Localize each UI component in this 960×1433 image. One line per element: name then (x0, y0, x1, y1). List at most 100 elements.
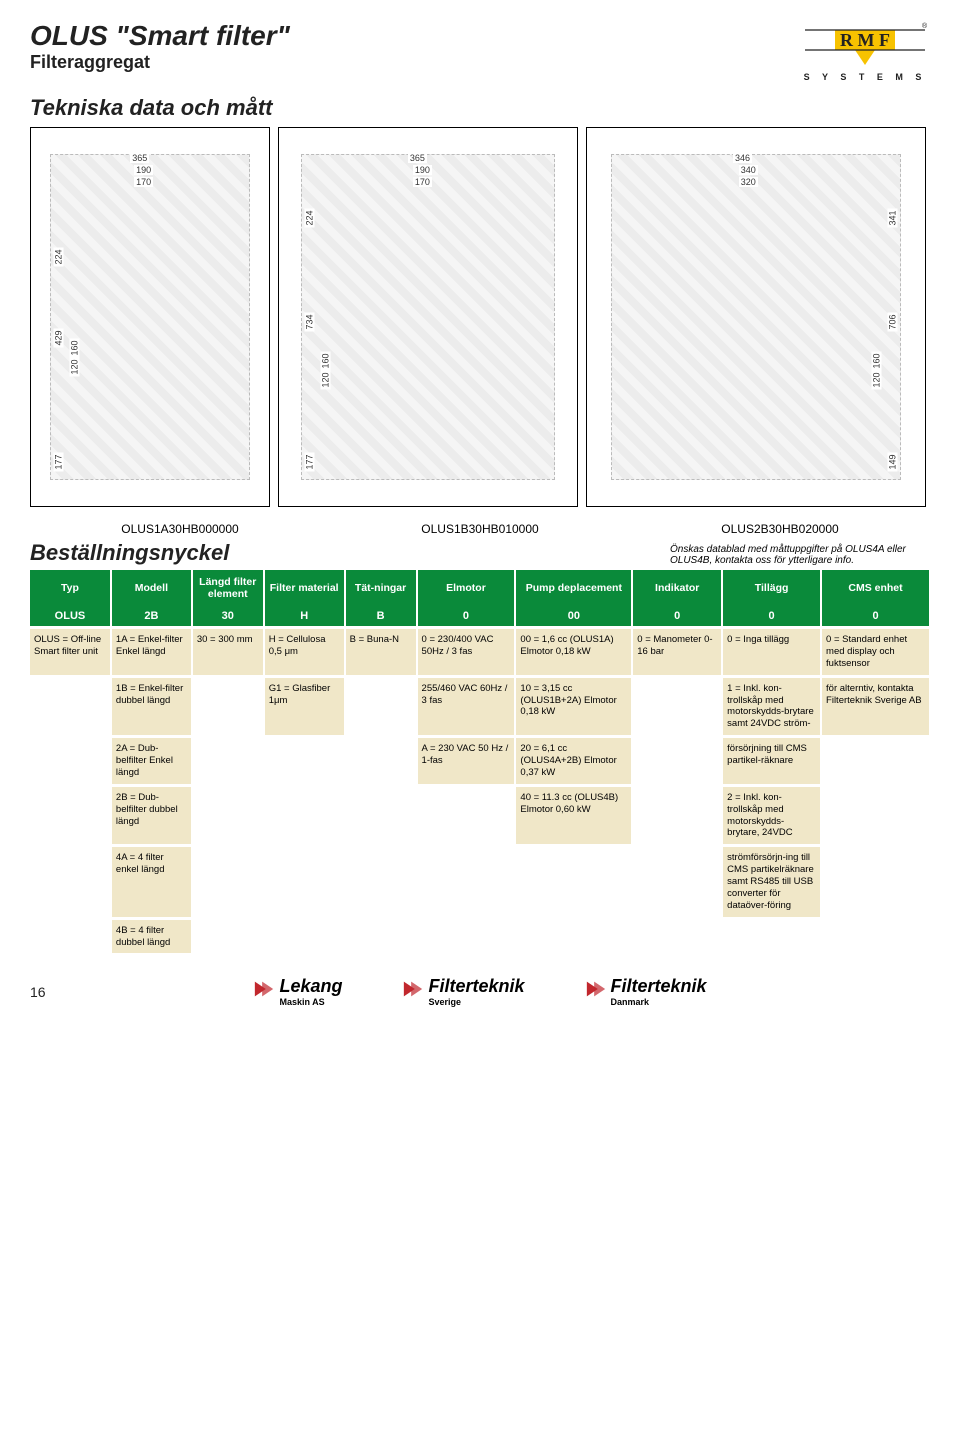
code-cell: 00 (515, 606, 632, 626)
page-title: OLUS "Smart filter" (30, 20, 290, 52)
blank-cell (722, 920, 821, 954)
desc-cell: 2 = Inkl. kon-trollskåp med motorskydds-… (722, 787, 821, 845)
blank-cell (345, 678, 417, 736)
blank-cell (30, 920, 111, 954)
desc-cell: 0 = Standard enhet med display och fukts… (821, 629, 929, 675)
desc-cell: 4B = 4 filter dubbel längd (111, 920, 192, 954)
code-cell: 0 (722, 606, 821, 626)
blank-cell (632, 787, 722, 845)
blank-cell (264, 847, 345, 916)
desc-cell: 30 = 300 mm (192, 629, 264, 675)
desc-cell: 00 = 1,6 cc (OLUS1A) Elmotor 0,18 kW (515, 629, 632, 675)
col-header: Pump deplacement (515, 570, 632, 606)
model-label-1: OLUS1A30HB000000 (121, 522, 238, 536)
blank-cell (417, 847, 516, 916)
blank-cell (30, 787, 111, 845)
blank-cell (515, 920, 632, 954)
logo-subtitle: S Y S T E M S (804, 72, 927, 82)
model-labels: OLUS1A30HB000000 OLUS1B30HB010000 OLUS2B… (30, 522, 930, 536)
subtitle: Filteraggregat (30, 52, 290, 73)
blank-cell (345, 787, 417, 845)
desc-cell: 255/460 VAC 60Hz / 3 fas (417, 678, 516, 736)
blank-cell (632, 920, 722, 954)
code-cell: 0 (632, 606, 722, 626)
drawing-olus1b: 365 190 170 224 734 160 120 177 (278, 127, 578, 507)
svg-text:R M F: R M F (840, 30, 890, 50)
desc-cell: A = 230 VAC 50 Hz / 1-fas (417, 738, 516, 784)
code-cell: 0 (417, 606, 516, 626)
footer-logo: LekangMaskin AS (253, 976, 342, 1007)
model-label-3: OLUS2B30HB020000 (721, 522, 838, 536)
code-cell: 30 (192, 606, 264, 626)
blank-cell (417, 787, 516, 845)
blank-cell (192, 678, 264, 736)
rmf-logo: R M F ® S Y S T E M S (800, 20, 930, 82)
blank-cell (821, 847, 929, 916)
drawing-olus1a: 365 190 170 224 429 160 120 177 (30, 127, 270, 507)
blank-cell (192, 920, 264, 954)
blank-cell (417, 920, 516, 954)
footer-logo: FilterteknikSverige (402, 976, 524, 1007)
desc-cell: 0 = Inga tillägg (722, 629, 821, 675)
code-cell: 2B (111, 606, 192, 626)
col-header: Indikator (632, 570, 722, 606)
desc-cell: B = Buna-N (345, 629, 417, 675)
desc-cell: 1B = Enkel-filter dubbel längd (111, 678, 192, 736)
desc-cell: för alterntiv, kontakta Filterteknik Sve… (821, 678, 929, 736)
col-header: Tillägg (722, 570, 821, 606)
code-cell: OLUS (30, 606, 111, 626)
info-note: Önskas datablad med måttuppgifter på OLU… (670, 544, 930, 566)
desc-cell: 2A = Dub-belfilter Enkel längd (111, 738, 192, 784)
blank-cell (515, 847, 632, 916)
drawing-olus2b: 346 340 320 341 706 160 120 149 (586, 127, 926, 507)
blank-cell (821, 738, 929, 784)
page-number: 16 (30, 984, 60, 1000)
col-header: Typ (30, 570, 111, 606)
footer-logos: LekangMaskin AS FilterteknikSverige Filter… (60, 976, 900, 1007)
blank-cell (30, 738, 111, 784)
code-cell: H (264, 606, 345, 626)
col-header: Elmotor (417, 570, 516, 606)
blank-cell (821, 920, 929, 954)
blank-cell (632, 738, 722, 784)
blank-cell (345, 847, 417, 916)
desc-cell: strömförsörjn-ing till CMS partikelräkna… (722, 847, 821, 916)
blank-cell (632, 678, 722, 736)
desc-cell: 40 = 11.3 cc (OLUS4B) Elmotor 0,60 kW (515, 787, 632, 845)
blank-cell (264, 738, 345, 784)
section-title: Tekniska data och mått (30, 95, 930, 121)
blank-cell (345, 920, 417, 954)
order-key-table: TypModellLängd filter elementFilter mate… (30, 570, 930, 956)
desc-cell: försörjning till CMS partikel-räknare (722, 738, 821, 784)
desc-cell: 4A = 4 filter enkel längd (111, 847, 192, 916)
col-header: CMS enhet (821, 570, 929, 606)
col-header: Längd filter element (192, 570, 264, 606)
desc-cell: 10 = 3,15 cc (OLUS1B+2A) Elmotor 0,18 kW (515, 678, 632, 736)
blank-cell (821, 787, 929, 845)
desc-cell: 2B = Dub-belfilter dubbel längd (111, 787, 192, 845)
desc-cell: 0 = 230/400 VAC 50Hz / 3 fas (417, 629, 516, 675)
blank-cell (30, 678, 111, 736)
model-label-2: OLUS1B30HB010000 (421, 522, 538, 536)
blank-cell (192, 847, 264, 916)
blank-cell (264, 920, 345, 954)
blank-cell (264, 787, 345, 845)
svg-text:®: ® (922, 22, 928, 30)
code-cell: B (345, 606, 417, 626)
desc-cell: G1 = Glasfiber 1μm (264, 678, 345, 736)
desc-cell: OLUS = Off-line Smart filter unit (30, 629, 111, 675)
desc-cell: 1A = Enkel-filter Enkel längd (111, 629, 192, 675)
order-key-title: Beställningsnyckel (30, 540, 229, 566)
blank-cell (30, 847, 111, 916)
desc-cell: 0 = Manometer 0-16 bar (632, 629, 722, 675)
col-header: Tät-ningar (345, 570, 417, 606)
code-cell: 0 (821, 606, 929, 626)
col-header: Filter material (264, 570, 345, 606)
blank-cell (192, 787, 264, 845)
desc-cell: 1 = Inkl. kon-trollskåp med motorskydds-… (722, 678, 821, 736)
blank-cell (345, 738, 417, 784)
footer-logo: FilterteknikDanmark (585, 976, 707, 1007)
blank-cell (632, 847, 722, 916)
desc-cell: H = Cellulosa 0,5 μm (264, 629, 345, 675)
blank-cell (192, 738, 264, 784)
